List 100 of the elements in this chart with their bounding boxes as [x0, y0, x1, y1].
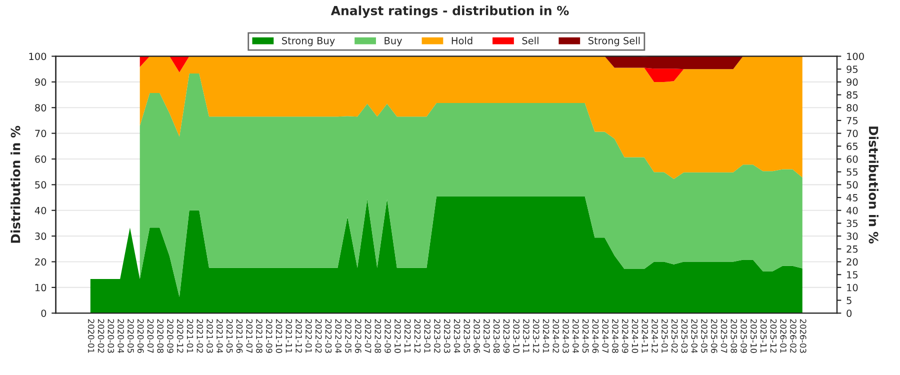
x-tick-label: 2023-04 — [454, 319, 460, 354]
x-tick-label: 2023-10 — [513, 319, 520, 353]
x-tick-label: 2023-03 — [444, 319, 450, 353]
x-tick-label: 2020-07 — [147, 319, 154, 353]
x-tick-label: 2023-09 — [503, 319, 510, 353]
y2-tick-label: 30 — [846, 232, 858, 240]
x-tick-label: 2025-06 — [710, 319, 718, 353]
x-tick-label: 2020-02 — [98, 319, 104, 353]
x-tick-label: 2023-05 — [464, 319, 470, 353]
x-tick-label: 2021-08 — [256, 319, 262, 353]
y2-tick-label: 35 — [846, 220, 858, 228]
legend-label: Sell — [522, 36, 538, 44]
x-tick-label: 2022-04 — [335, 319, 342, 354]
y2-tick-label: 85 — [846, 91, 858, 99]
x-tick-label: 2021-06 — [236, 319, 243, 353]
y-axis-title: Distribution in % — [10, 126, 20, 243]
y2-tick-label: 25 — [846, 245, 858, 253]
x-tick-label: 2020-08 — [157, 319, 164, 353]
x-tick-label: 2022-09 — [384, 319, 391, 353]
y2-tick-label: 60 — [846, 155, 858, 163]
x-tick-label: 2021-11 — [286, 319, 292, 353]
x-tick-label: 2020-06 — [137, 319, 144, 353]
x-tick-label: 2021-02 — [196, 319, 204, 353]
x-tick-label: 2026-02 — [790, 319, 796, 353]
x-tick-label: 2023-11 — [523, 319, 530, 353]
y2-tick-label: 45 — [846, 194, 858, 202]
legend-label: Hold — [452, 36, 472, 44]
y-tick-label: 30 — [35, 232, 46, 240]
x-tick-label: 2025-11 — [760, 319, 767, 353]
y-tick-label: 0 — [41, 310, 46, 317]
chart-title: Analyst ratings - distribution in % — [330, 6, 569, 18]
x-tick-label: 2023-01 — [424, 319, 431, 353]
x-tick-label: 2025-03 — [681, 319, 688, 353]
x-tick-label: 2023-07 — [484, 319, 490, 353]
x-tick-label: 2023-06 — [474, 319, 480, 353]
x-tick-label: 2025-10 — [750, 319, 757, 353]
x-tick-label: 2021-04 — [216, 319, 223, 354]
x-tick-label: 2024-11 — [642, 319, 648, 353]
x-tick-label: 2021-03 — [206, 319, 213, 353]
y2-tick-label: 65 — [846, 142, 858, 150]
x-tick-label: 2025-12 — [770, 319, 777, 353]
x-tick-label: 2023-12 — [532, 319, 540, 353]
y-tick-label: 80 — [35, 104, 46, 112]
x-tick-label: 2024-08 — [612, 319, 618, 353]
x-tick-label: 2020-04 — [118, 319, 124, 354]
x-tick-label: 2026-01 — [780, 319, 786, 353]
x-tick-label: 2022-03 — [325, 319, 332, 353]
y-tick-label: 10 — [35, 284, 46, 292]
x-tick-label: 2021-12 — [296, 319, 302, 353]
y2-tick-label: 100 — [847, 52, 864, 60]
x-tick-label: 2022-08 — [374, 319, 382, 353]
x-tick-label: 2024-05 — [582, 319, 589, 353]
x-tick-label: 2024-06 — [592, 319, 599, 353]
x-tick-label: 2024-01 — [542, 319, 550, 353]
x-tick-label: 2022-11 — [404, 319, 411, 353]
x-tick-label: 2021-07 — [246, 319, 253, 353]
x-tick-label: 2024-07 — [602, 319, 609, 353]
y2-tick-label: 70 — [846, 130, 858, 138]
x-tick-label: 2021-05 — [226, 319, 233, 353]
x-tick-label: 2024-12 — [652, 319, 658, 353]
y-tick-label: 20 — [35, 258, 46, 266]
y2-tick-label: 50 — [846, 181, 858, 189]
x-tick-label: 2024-10 — [632, 319, 638, 353]
y2-axis-title: Distribution in % — [868, 126, 878, 244]
y2-tick-label: 55 — [846, 168, 858, 176]
x-tick-label: 2022-01 — [306, 319, 312, 353]
x-tick-label: 2020-12 — [176, 319, 184, 353]
x-tick-label: 2024-04 — [572, 319, 579, 354]
y2-tick-label: 20 — [846, 258, 858, 266]
x-tick-label: 2025-07 — [720, 319, 728, 353]
x-tick-label: 2025-09 — [740, 319, 747, 353]
x-tick-label: 2020-05 — [128, 319, 134, 353]
y2-tick-label: 90 — [846, 78, 858, 86]
x-tick-label: 2022-06 — [354, 319, 362, 353]
y2-tick-label: 80 — [846, 104, 858, 112]
x-tick-label: 2026-03 — [800, 319, 806, 353]
x-tick-label: 2025-08 — [730, 319, 738, 353]
y2-tick-label: 0 — [846, 310, 852, 317]
legend-label: Strong Sell — [588, 36, 640, 46]
x-tick-label: 2020-03 — [108, 319, 114, 353]
x-tick-label: 2025-01 — [662, 319, 668, 353]
x-tick-label: 2022-02 — [315, 319, 322, 353]
x-tick-label: 2022-12 — [414, 319, 421, 353]
y2-tick-label: 40 — [846, 206, 858, 214]
legend-label: Buy — [384, 37, 402, 46]
x-tick-label: 2025-04 — [691, 319, 698, 354]
y2-tick-label: 15 — [847, 271, 858, 278]
x-tick-label: 2023-02 — [434, 319, 440, 353]
y-tick-label: 60 — [35, 155, 46, 163]
x-tick-label: 2022-05 — [345, 319, 352, 353]
x-tick-label: 2021-01 — [186, 319, 194, 353]
legend-label: Strong Buy — [282, 36, 335, 46]
x-tick-label: 2023-08 — [493, 319, 500, 353]
x-tick-label: 2020-01 — [88, 319, 94, 353]
x-tick-label: 2021-10 — [276, 319, 282, 353]
y-tick-label: 90 — [35, 78, 46, 86]
y-tick-label: 70 — [35, 130, 46, 138]
x-tick-label: 2024-09 — [622, 319, 628, 353]
x-tick-label: 2020-09 — [167, 319, 174, 353]
x-tick-label: 2022-07 — [364, 319, 372, 353]
